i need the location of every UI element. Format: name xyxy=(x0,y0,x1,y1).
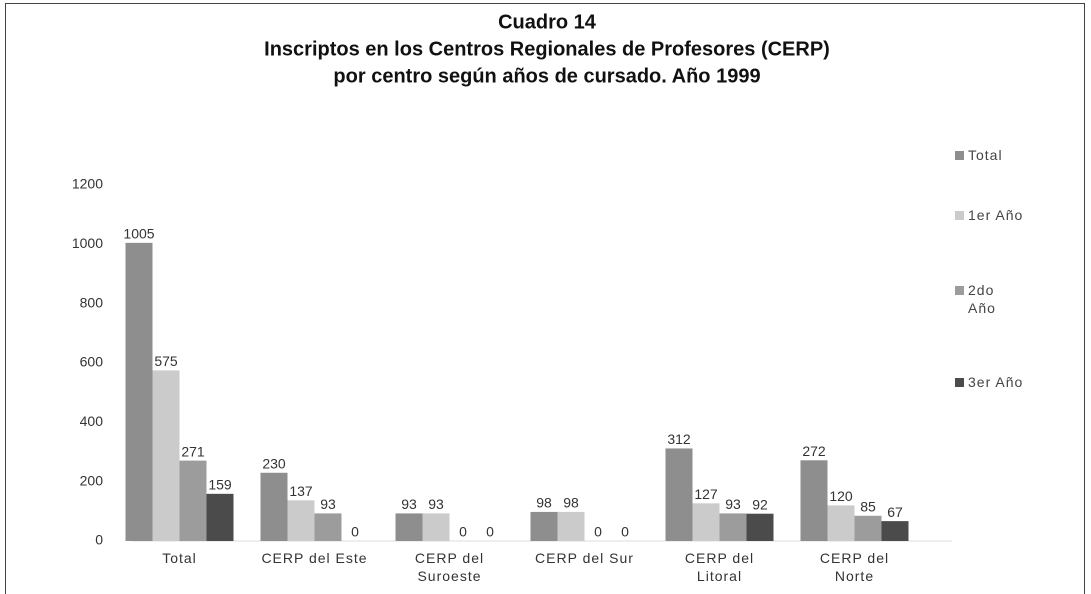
bar xyxy=(800,460,828,541)
chart-title: Inscriptos en los Centros Regionales de … xyxy=(264,38,830,60)
data-label: 1005 xyxy=(123,226,154,242)
legend-label: 3er Año xyxy=(968,374,1024,390)
x-tick-label: Total xyxy=(162,550,197,566)
bar xyxy=(125,242,153,541)
data-label: 93 xyxy=(320,496,336,512)
y-tick-label: 1000 xyxy=(72,235,103,251)
y-tick-label: 600 xyxy=(80,354,104,370)
data-label: 271 xyxy=(181,443,205,459)
data-label: 272 xyxy=(802,443,826,459)
data-label: 0 xyxy=(459,524,467,540)
data-label: 575 xyxy=(154,353,178,369)
frame xyxy=(5,3,1085,594)
y-tick-label: 1200 xyxy=(72,176,103,192)
bar xyxy=(692,503,720,541)
bar xyxy=(881,521,909,541)
data-label: 0 xyxy=(594,524,602,540)
chart-title: por centro según años de cursado. Año 19… xyxy=(333,65,760,87)
bar xyxy=(260,472,288,541)
x-tick-label: CERP del Suroeste xyxy=(414,550,485,584)
bar xyxy=(557,511,585,541)
chart-title: Cuadro 14 xyxy=(498,11,597,33)
x-tick-label: CERP del Este xyxy=(261,550,368,566)
legend-swatch xyxy=(955,151,964,160)
x-tick-label: CERP del Sur xyxy=(535,550,634,566)
x-tick-label: CERP del Norte xyxy=(819,550,890,584)
data-label: 85 xyxy=(860,498,876,514)
data-label: 92 xyxy=(752,496,768,512)
bar xyxy=(422,513,450,541)
bar xyxy=(287,500,315,541)
data-label: 0 xyxy=(486,524,494,540)
bar xyxy=(746,513,774,541)
legend-swatch xyxy=(955,211,964,220)
legend-entry: 1er Año xyxy=(955,206,1031,224)
data-label: 93 xyxy=(725,496,741,512)
data-label: 127 xyxy=(694,486,718,502)
legend-entry: Total xyxy=(955,146,1031,164)
y-tick-label: 800 xyxy=(80,294,104,310)
data-label: 98 xyxy=(563,495,579,511)
data-label: 230 xyxy=(262,455,286,471)
x-tick-label: CERP del Litoral xyxy=(684,550,755,584)
legend-entry: 2do Año xyxy=(955,281,1031,317)
bar xyxy=(530,511,558,541)
data-label: 312 xyxy=(667,431,691,447)
bar xyxy=(854,515,882,541)
bar xyxy=(395,513,423,541)
legend-label: 1er Año xyxy=(968,207,1024,223)
bar xyxy=(719,513,747,541)
legend-swatch xyxy=(955,286,964,295)
legend-swatch xyxy=(955,378,964,387)
legend-label: 2do Año xyxy=(968,282,996,316)
data-label: 93 xyxy=(428,496,444,512)
data-label: 0 xyxy=(621,524,629,540)
legend-entry: 3er Año xyxy=(955,373,1031,391)
bar xyxy=(206,493,234,541)
data-label: 0 xyxy=(351,524,359,540)
y-tick-label: 400 xyxy=(80,413,104,429)
data-label: 93 xyxy=(401,496,417,512)
y-tick-label: 200 xyxy=(80,472,104,488)
bar xyxy=(152,370,180,541)
y-tick-label: 0 xyxy=(95,532,103,548)
data-label: 98 xyxy=(536,495,552,511)
bar xyxy=(665,448,693,541)
data-label: 67 xyxy=(887,504,903,520)
data-label: 159 xyxy=(208,477,232,493)
legend-label: Total xyxy=(968,147,1003,163)
data-label: 120 xyxy=(829,488,853,504)
data-label: 137 xyxy=(289,483,313,499)
bar xyxy=(827,505,855,541)
bar xyxy=(314,513,342,541)
bar xyxy=(179,460,207,541)
